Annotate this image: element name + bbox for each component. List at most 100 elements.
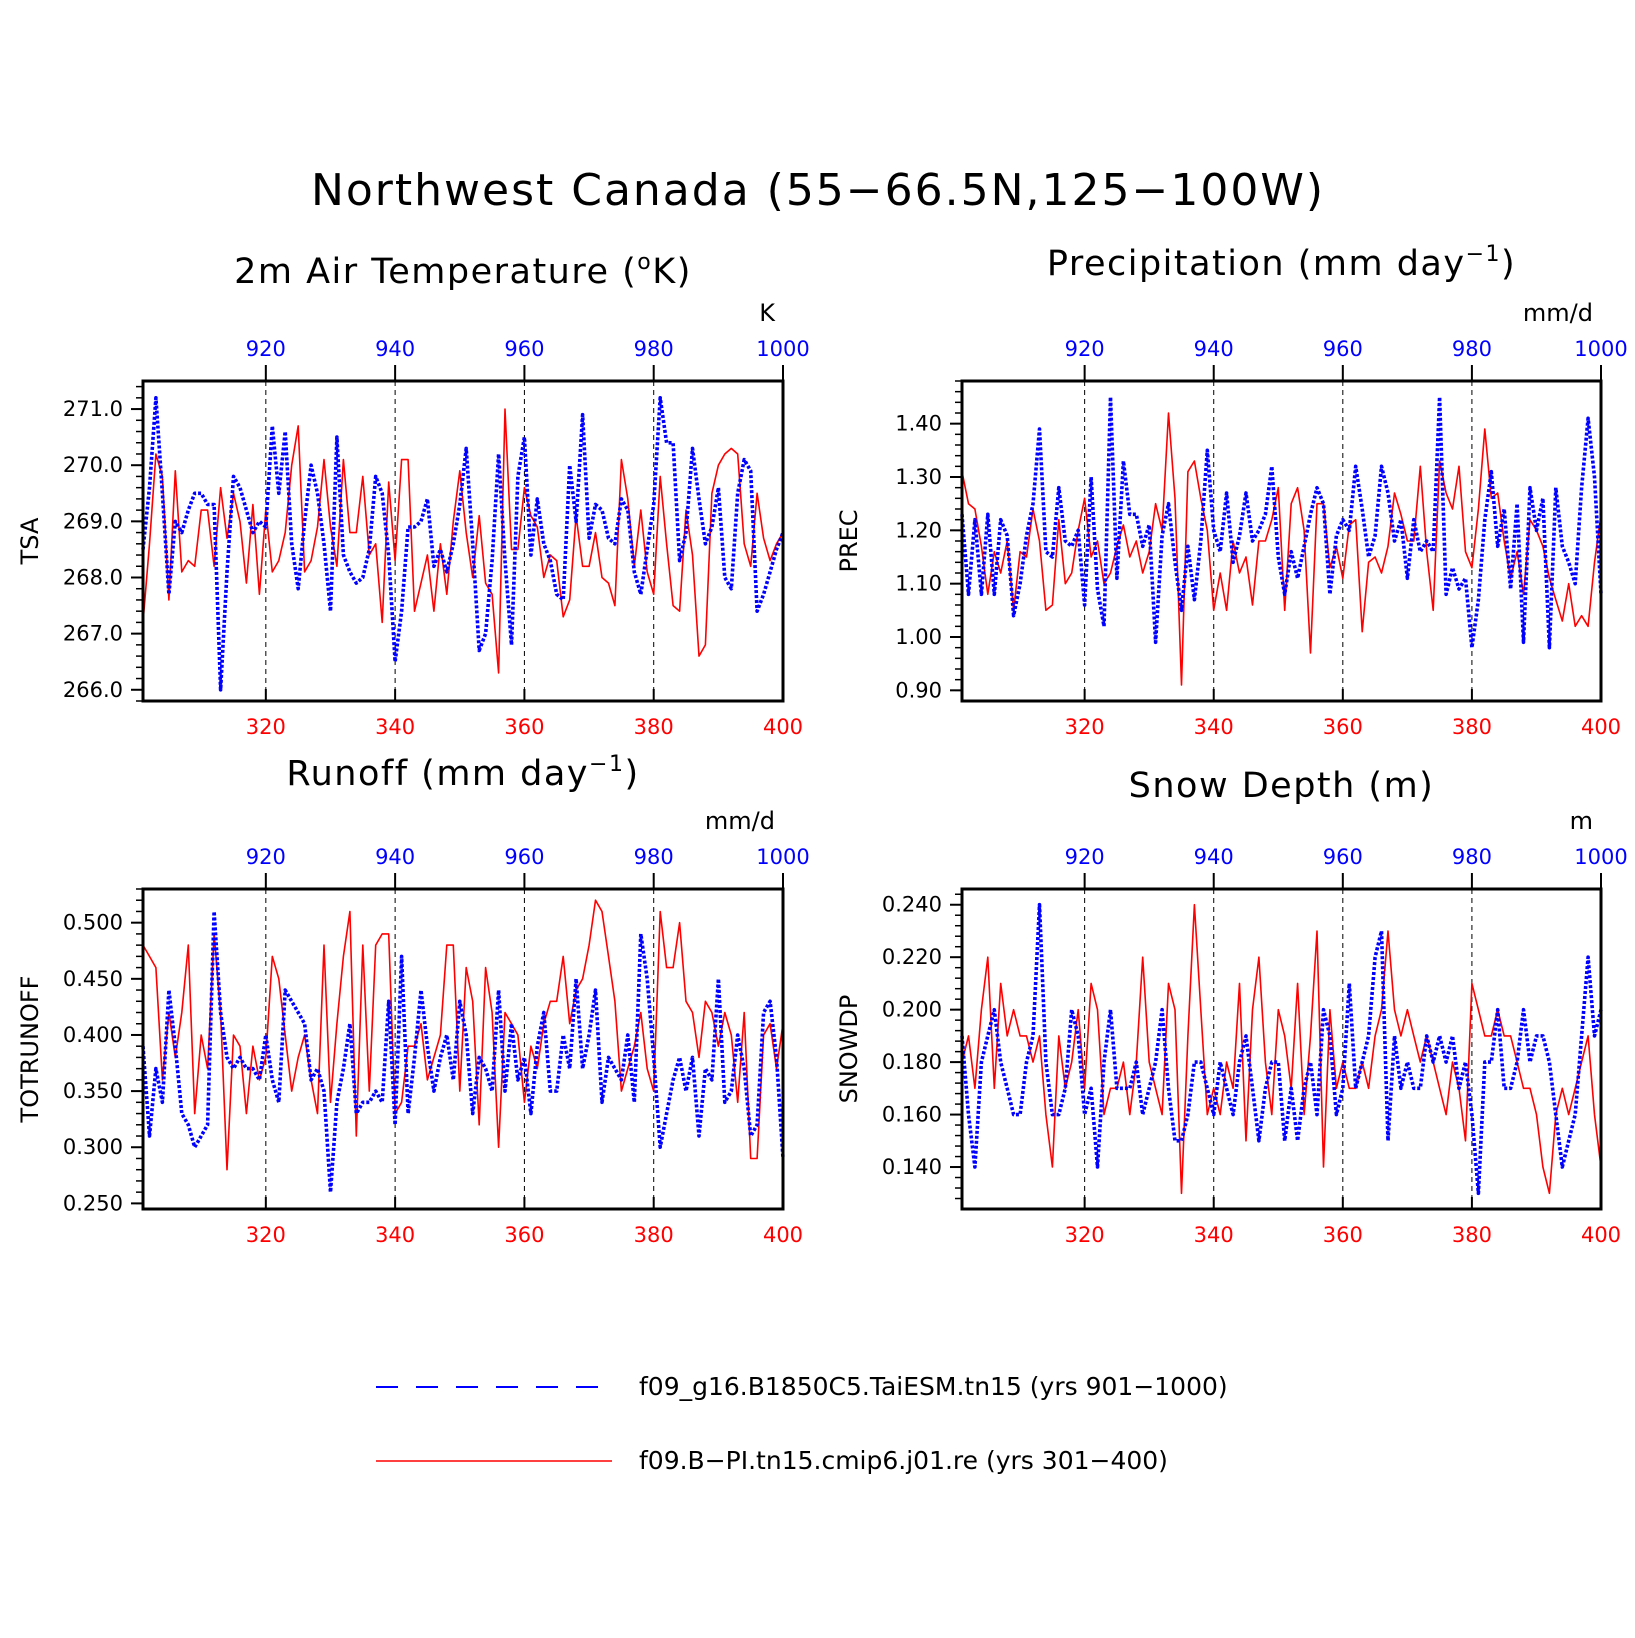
y-axis-label: TSA — [16, 517, 44, 565]
panel-title-end: K) — [652, 252, 692, 292]
panel-title-superscript: o — [637, 250, 652, 275]
series-line-blue — [141, 395, 785, 692]
y-tick-label: 0.240 — [882, 893, 942, 917]
series-line-blue — [141, 909, 785, 1194]
x-bottom-tick-label: 400 — [763, 1223, 803, 1247]
x-top-tick-label: 980 — [1452, 337, 1492, 361]
y-axis-label: SNOWDP — [835, 995, 863, 1104]
x-top-tick-label: 940 — [1194, 845, 1234, 869]
panel-title-end: ) — [624, 754, 639, 794]
x-top-tick-label: 960 — [1323, 845, 1363, 869]
x-bottom-tick-label: 360 — [1323, 715, 1363, 739]
y-tick-label: 1.10 — [895, 572, 942, 596]
x-top-tick-label: 1000 — [1574, 845, 1627, 869]
x-top-tick-label: 960 — [504, 845, 544, 869]
x-bottom-tick-label: 320 — [246, 715, 286, 739]
x-bottom-tick-label: 340 — [375, 715, 415, 739]
x-top-tick-label: 1000 — [756, 845, 809, 869]
panel-title-superscript: −1 — [589, 752, 624, 777]
y-tick-label: 0.140 — [882, 1155, 942, 1179]
panel-title-main: Runoff (mm day — [286, 754, 589, 794]
legend-label: f09.B−PI.tn15.cmip6.j01.re (yrs 301−400) — [639, 1446, 1168, 1475]
panel-title-main: Precipitation (mm day — [1047, 244, 1466, 284]
x-bottom-tick-label: 360 — [504, 1223, 544, 1247]
x-bottom-tick-label: 380 — [634, 715, 674, 739]
y-axis-label: PREC — [835, 509, 863, 572]
x-top-tick-label: 980 — [1452, 845, 1492, 869]
x-bottom-tick-label: 400 — [1581, 715, 1621, 739]
y-tick-label: 271.0 — [63, 397, 123, 421]
y-tick-label: 270.0 — [63, 453, 123, 477]
chart-panel: Snow Depth (m) 0.140 0.160 0.180 0.200 0.220 0… — [835, 766, 1628, 1247]
x-bottom-tick-label: 340 — [375, 1223, 415, 1247]
y-tick-label: 0.220 — [882, 945, 942, 969]
legend-item: f09_g16.B1850C5.TaiESM.tn15 (yrs 901−100… — [376, 1372, 1228, 1401]
units-label: mm/d — [705, 807, 775, 835]
y-tick-label: 267.0 — [63, 622, 123, 646]
x-bottom-tick-label: 400 — [763, 715, 803, 739]
panel-title: Runoff (mm day−1) — [286, 752, 639, 794]
y-tick-label: 1.20 — [895, 518, 942, 542]
plot-frame — [960, 887, 1603, 1211]
x-bottom-tick-label: 320 — [1065, 715, 1105, 739]
y-axis-label: TOTRUNOFF — [16, 976, 44, 1124]
chart-panel: 2m Air Temperature (oK) 266.0 267.0 268.0 26… — [16, 250, 810, 739]
x-top-tick-label: 920 — [1065, 845, 1105, 869]
x-bottom-tick-label: 320 — [246, 1223, 286, 1247]
x-top-tick-label: 920 — [1065, 337, 1105, 361]
legend-item: f09.B−PI.tn15.cmip6.j01.re (yrs 301−400) — [376, 1446, 1168, 1475]
panel-title-superscript: −1 — [1466, 242, 1501, 267]
series-line-blue — [960, 395, 1603, 650]
chart-panel: Precipitation (mm day−1) 0.90 1.00 1.10 1.20… — [835, 242, 1628, 739]
y-tick-label: 0.160 — [882, 1103, 942, 1127]
x-top-tick-label: 940 — [375, 845, 415, 869]
units-label: K — [759, 299, 776, 327]
chart-panel: Runoff (mm day−1) 0.250 0.300 0.350 0.400 0.4… — [16, 752, 810, 1247]
y-tick-label: 0.500 — [63, 911, 123, 935]
panel-title: Precipitation (mm day−1) — [1047, 242, 1516, 284]
x-top-tick-label: 980 — [634, 845, 674, 869]
x-bottom-tick-label: 360 — [504, 715, 544, 739]
plot-frame — [141, 887, 785, 1211]
panel-title-main: 2m Air Temperature ( — [234, 252, 637, 292]
panel-title: 2m Air Temperature (oK) — [234, 250, 692, 292]
x-bottom-tick-label: 360 — [1323, 1223, 1363, 1247]
x-top-tick-label: 1000 — [756, 337, 809, 361]
units-label: mm/d — [1523, 299, 1593, 327]
panel-title-main: Snow Depth (m) — [1129, 766, 1435, 806]
y-tick-label: 0.400 — [63, 1023, 123, 1047]
panels-group: 2m Air Temperature (oK)266.0267.0268.026… — [16, 242, 1628, 1247]
plot-frame — [141, 379, 785, 703]
x-top-tick-label: 940 — [375, 337, 415, 361]
y-tick-label: 0.180 — [882, 1050, 942, 1074]
y-tick-label: 0.350 — [63, 1079, 123, 1103]
series-line-red — [142, 408, 784, 674]
y-tick-label: 1.30 — [895, 465, 942, 489]
x-bottom-tick-label: 340 — [1194, 715, 1234, 739]
x-top-tick-label: 960 — [504, 337, 544, 361]
panel-title-end: ) — [1501, 244, 1516, 284]
series-line-red — [961, 903, 1602, 1195]
units-label: m — [1570, 807, 1593, 835]
x-top-tick-label: 980 — [634, 337, 674, 361]
y-tick-label: 1.40 — [895, 412, 942, 436]
series-line-red — [961, 412, 1602, 686]
figure-title: Northwest Canada (55−66.5N,125−100W) — [311, 165, 1325, 216]
series-line-red — [142, 899, 784, 1171]
x-top-tick-label: 920 — [246, 845, 286, 869]
x-top-tick-label: 1000 — [1574, 337, 1627, 361]
y-tick-label: 1.00 — [895, 625, 942, 649]
x-bottom-tick-label: 380 — [634, 1223, 674, 1247]
x-bottom-tick-label: 320 — [1065, 1223, 1105, 1247]
y-tick-label: 268.0 — [63, 565, 123, 589]
y-tick-label: 266.0 — [63, 678, 123, 702]
y-tick-label: 0.450 — [63, 967, 123, 991]
x-bottom-tick-label: 340 — [1194, 1223, 1234, 1247]
x-top-tick-label: 960 — [1323, 337, 1363, 361]
y-tick-label: 0.300 — [63, 1135, 123, 1159]
legend: f09_g16.B1850C5.TaiESM.tn15 (yrs 901−100… — [376, 1372, 1228, 1475]
x-bottom-tick-label: 380 — [1452, 715, 1492, 739]
legend-label: f09_g16.B1850C5.TaiESM.tn15 (yrs 901−100… — [639, 1372, 1228, 1401]
y-tick-label: 269.0 — [63, 509, 123, 533]
